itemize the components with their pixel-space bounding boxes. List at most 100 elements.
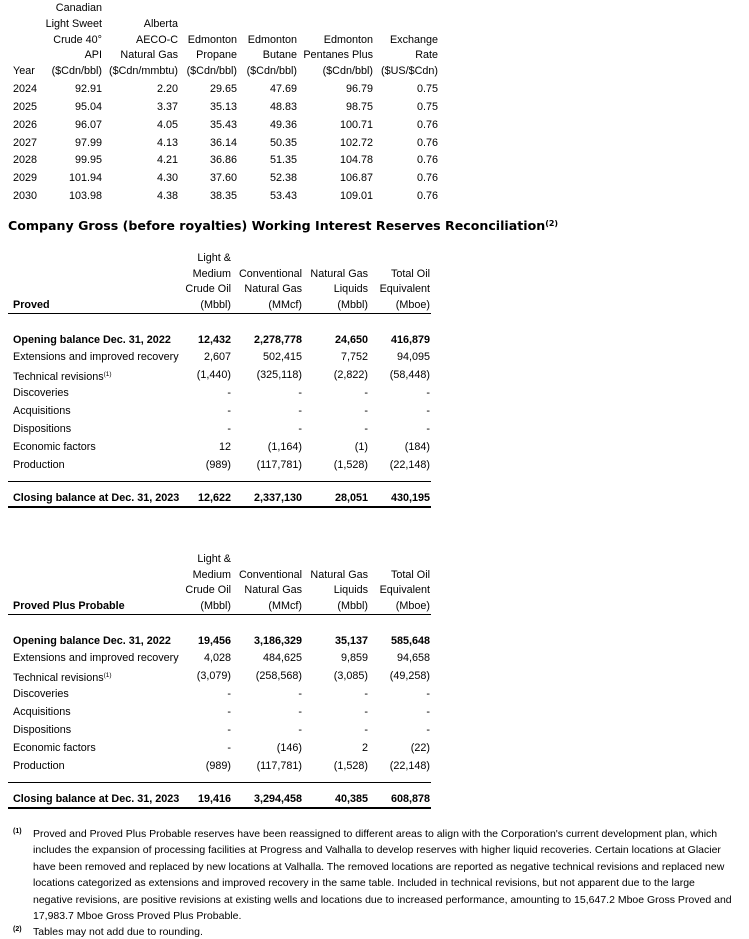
cell: 94,095 xyxy=(396,351,430,364)
cell: 94,658 xyxy=(396,652,430,665)
row-label: Economic factors xyxy=(13,741,96,755)
cell: 52.38 xyxy=(269,172,297,185)
cell: (1,164) xyxy=(267,440,302,453)
cell: 0.75 xyxy=(416,83,438,95)
cell: (3,079) xyxy=(196,670,231,683)
cell: 35.13 xyxy=(209,100,237,113)
label-text: Discoveries xyxy=(13,387,69,400)
cell: 95.04 xyxy=(74,100,102,113)
column-header: ($Cdn/bbl) xyxy=(246,65,297,77)
cell: - xyxy=(227,405,231,417)
cell: 106.87 xyxy=(339,172,373,185)
column-header: Natural Gas xyxy=(244,283,302,296)
column-header: Conventional xyxy=(238,267,302,280)
row-label: Closing balance at Dec. 31, 2023 xyxy=(13,792,179,806)
cell: - xyxy=(426,723,430,736)
column-header: API xyxy=(84,49,102,62)
row-year: 2024 xyxy=(13,83,38,95)
cell: 430,195 xyxy=(390,491,430,504)
column-header: Crude Oil xyxy=(185,283,231,296)
cell: (258,568) xyxy=(255,670,302,683)
cell: 416,879 xyxy=(390,333,430,346)
column-header: (Mbbl) xyxy=(337,600,368,612)
label-text: Economic factors xyxy=(13,440,96,453)
column-header: Exchange xyxy=(389,33,438,46)
cell: - xyxy=(298,422,302,435)
footnote-text: Tables may not add due to rounding. xyxy=(33,926,203,938)
label-text: Opening balance Dec. 31, 2022 xyxy=(13,634,171,647)
cell: - xyxy=(364,688,368,701)
column-header: (Mbbl) xyxy=(200,600,231,612)
column-header: Light Sweet xyxy=(45,17,102,30)
label-text: Technical revisions xyxy=(13,672,104,685)
rule-line xyxy=(8,480,431,482)
column-header: Equivalent xyxy=(379,584,430,597)
column-header: Equivalent xyxy=(379,283,430,296)
cell: - xyxy=(364,405,368,417)
label-text: Dispositions xyxy=(13,422,72,435)
cell: - xyxy=(298,405,302,417)
cell: (117,781) xyxy=(256,458,302,471)
cell: - xyxy=(298,688,302,701)
column-header: ($Cdn/bbl) xyxy=(51,65,102,77)
cell: - xyxy=(298,706,302,718)
column-header: Natural Gas xyxy=(310,568,368,581)
row-year: 2029 xyxy=(13,172,38,185)
cell: 484,625 xyxy=(262,652,302,665)
row-label: Production xyxy=(13,458,65,472)
column-header: ($Cdn/mmbtu) xyxy=(109,65,178,77)
cell: 12,432 xyxy=(197,333,231,346)
cell: 4.30 xyxy=(156,172,178,185)
row-year: 2027 xyxy=(13,136,38,149)
cell: 2.20 xyxy=(156,83,178,95)
cell: 2,278,778 xyxy=(253,333,302,346)
column-header: Alberta xyxy=(143,17,178,30)
label-text: Acquisitions xyxy=(13,405,71,417)
cell: 3,186,329 xyxy=(253,634,302,647)
cell: 98.75 xyxy=(345,100,373,113)
column-header: Light & xyxy=(197,553,231,566)
cell: 0.75 xyxy=(416,100,438,113)
row-year: 2028 xyxy=(13,154,38,167)
column-header: Edmonton xyxy=(187,33,237,46)
row-label: Discoveries xyxy=(13,386,69,400)
column-header: Medium xyxy=(192,267,231,280)
cell: 51.35 xyxy=(269,154,297,167)
label-text: Dispositions xyxy=(13,723,72,736)
cell: 101.94 xyxy=(68,172,102,185)
row-label: Extensions and improved recovery xyxy=(13,350,179,364)
label-text: Closing balance at Dec. 31, 2023 xyxy=(13,792,180,805)
column-header: Liquids xyxy=(333,584,368,597)
cell: - xyxy=(364,387,368,400)
footnote-marker: (2) xyxy=(13,926,22,933)
cell: 0.76 xyxy=(416,118,438,131)
row-label: Production xyxy=(13,759,65,773)
rule-line xyxy=(8,781,431,783)
cell: 37.60 xyxy=(209,172,237,185)
column-header: (Mboe) xyxy=(395,600,430,612)
cell: - xyxy=(364,422,368,435)
cell: 0.76 xyxy=(416,190,438,203)
cell: - xyxy=(426,706,430,718)
label-text: Closing balance at Dec. 31, 2023 xyxy=(13,491,180,504)
cell: - xyxy=(364,723,368,736)
row-label: Dispositions xyxy=(13,723,71,737)
cell: (117,781) xyxy=(256,759,302,772)
column-header: Butane xyxy=(262,49,297,62)
title-note: (2) xyxy=(545,219,559,228)
cell: 12,622 xyxy=(197,491,231,504)
cell: 2 xyxy=(361,741,368,754)
column-header: Pentanes Plus xyxy=(303,49,373,62)
column-header: Light & xyxy=(197,252,231,265)
cell: - xyxy=(227,688,231,701)
cell: 99.95 xyxy=(74,154,102,167)
row-label: Opening balance Dec. 31, 2022 xyxy=(13,333,171,347)
cell: (1) xyxy=(354,440,368,453)
cell: 9,859 xyxy=(340,652,368,665)
row-label: Discoveries xyxy=(13,687,69,701)
cell: 12 xyxy=(218,440,231,453)
cell: 2,337,130 xyxy=(253,491,302,504)
cell: (989) xyxy=(205,458,231,471)
cell: 0.76 xyxy=(416,154,438,167)
